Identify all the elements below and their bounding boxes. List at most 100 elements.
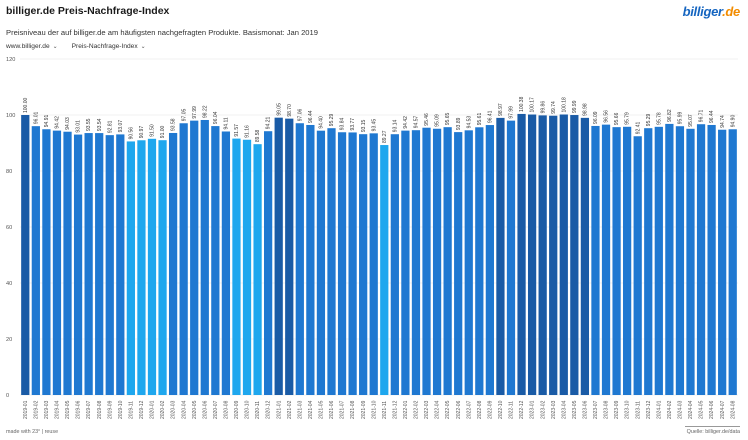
source-dropdown[interactable]: www.billiger.de ⌄ [6, 43, 58, 50]
bar-2023-01[interactable] [527, 114, 537, 396]
bar-2021-10[interactable] [369, 133, 378, 395]
x-tick-label: 2019-03 [44, 400, 50, 419]
bar-2022-02[interactable] [411, 130, 421, 395]
bar-2020-08[interactable] [221, 131, 231, 395]
bar-2020-01[interactable] [147, 138, 157, 396]
bar-2019-02[interactable] [31, 126, 40, 396]
bar-2021-01[interactable] [274, 117, 283, 395]
bar-2022-01[interactable] [401, 130, 410, 395]
bar-2020-05[interactable] [190, 120, 199, 395]
x-tick-label: 2021-06 [329, 400, 335, 419]
data-label: 90.56 [128, 127, 134, 140]
bar-2023-04[interactable] [559, 114, 568, 396]
x-tick-label: 2019-07 [86, 400, 92, 419]
bar-2019-12[interactable] [137, 140, 146, 395]
bar-2024-06[interactable] [707, 124, 716, 395]
bar-2019-08[interactable] [95, 133, 104, 395]
bar-2024-04[interactable] [686, 128, 695, 396]
bar-2019-11[interactable] [126, 141, 135, 395]
data-label: 94.42 [55, 116, 61, 129]
data-label: 95.07 [688, 114, 694, 127]
data-label: 99.05 [276, 103, 282, 116]
data-label: 95.66 [614, 112, 620, 125]
bar-2023-10[interactable] [623, 126, 632, 395]
bar-2024-03[interactable] [675, 126, 685, 395]
data-label: 94.91 [44, 115, 50, 128]
data-label: 94.21 [266, 116, 272, 129]
bar-2023-12[interactable] [644, 128, 653, 395]
made-with-credit[interactable]: made with 23° | reuse [6, 429, 59, 435]
bar-2024-02[interactable] [665, 123, 674, 396]
bar-2023-02[interactable] [538, 115, 547, 395]
bar-2019-04[interactable] [52, 130, 62, 395]
bar-2021-02[interactable] [285, 118, 294, 395]
bar-2023-11[interactable] [633, 136, 642, 395]
bar-2020-12[interactable] [264, 131, 273, 395]
bar-2024-08[interactable] [728, 129, 737, 395]
bar-2020-10[interactable] [242, 139, 252, 395]
bar-2021-05[interactable] [316, 130, 326, 395]
bar-2022-04[interactable] [432, 128, 442, 395]
bar-2021-04[interactable] [306, 124, 315, 395]
bar-2020-04[interactable] [179, 123, 188, 395]
bar-2024-05[interactable] [696, 124, 706, 396]
bar-2020-02[interactable] [158, 140, 167, 395]
x-tick-label: 2020-08 [224, 400, 230, 419]
x-tick-label: 2021-11 [382, 401, 388, 419]
bar-2022-12[interactable] [517, 113, 526, 395]
bar-2021-09[interactable] [359, 134, 368, 395]
bar-2022-05[interactable] [443, 127, 452, 396]
bar-2019-10[interactable] [116, 134, 125, 395]
bar-2023-03[interactable] [549, 115, 558, 395]
bar-2022-11[interactable] [506, 120, 516, 395]
index-dropdown[interactable]: Preis-Nachfrage-Index ⌄ [72, 43, 146, 50]
bar-2019-03[interactable] [42, 129, 51, 395]
billiger-logo[interactable]: billiger.de [682, 4, 741, 19]
x-tick-label: 2022-02 [414, 400, 420, 419]
bar-2019-09[interactable] [105, 135, 114, 395]
x-tick-label: 2021-08 [350, 400, 356, 419]
bar-2023-09[interactable] [612, 127, 621, 396]
bar-2023-05[interactable] [570, 115, 579, 395]
bar-2019-01[interactable] [21, 115, 30, 395]
bar-2022-08[interactable] [475, 127, 484, 395]
x-tick-label: 2024-06 [709, 400, 715, 419]
chevron-down-icon: ⌄ [52, 44, 58, 50]
bar-2019-07[interactable] [84, 133, 93, 395]
bar-2020-06[interactable] [200, 119, 209, 395]
bar-2022-10[interactable] [496, 117, 505, 395]
bar-2022-07[interactable] [464, 130, 473, 395]
bar-2021-12[interactable] [390, 134, 399, 395]
source-credit[interactable]: Quelle: billiger.de/data [686, 429, 740, 435]
bar-2022-09[interactable] [485, 125, 494, 396]
bar-2021-11[interactable] [380, 145, 389, 395]
chart-title: billiger.de Preis-Nachfrage-Index [6, 5, 170, 17]
bar-2023-06[interactable] [580, 117, 590, 396]
data-label: 94.74 [720, 115, 726, 128]
data-label: 100.00 [23, 97, 29, 113]
bar-2024-07[interactable] [718, 129, 727, 395]
bar-2023-08[interactable] [601, 124, 611, 395]
bar-2021-08[interactable] [348, 132, 357, 395]
x-tick-label: 2022-03 [424, 400, 430, 419]
bar-2022-03[interactable] [422, 127, 431, 396]
bar-2021-07[interactable] [337, 132, 347, 395]
bar-2021-03[interactable] [295, 123, 304, 395]
logo-main: billiger [682, 4, 723, 19]
bar-2020-11[interactable] [253, 144, 262, 395]
bar-2020-07[interactable] [211, 126, 220, 395]
bar-2021-06[interactable] [327, 128, 336, 395]
bar-2022-06[interactable] [454, 132, 463, 396]
x-tick-label: 2021-12 [392, 400, 398, 419]
data-label: 89.27 [382, 130, 388, 143]
bar-2020-09[interactable] [232, 138, 241, 395]
x-tick-label: 2022-05 [445, 400, 451, 419]
bar-2019-06[interactable] [73, 134, 83, 395]
bar-2023-07[interactable] [591, 125, 600, 395]
x-tick-label: 2019-05 [65, 400, 71, 419]
bar-2024-01[interactable] [654, 126, 663, 395]
bar-2019-05[interactable] [63, 131, 72, 395]
footer-divider [685, 426, 740, 427]
data-label: 97.99 [509, 106, 515, 119]
bar-2020-03[interactable] [168, 132, 178, 395]
